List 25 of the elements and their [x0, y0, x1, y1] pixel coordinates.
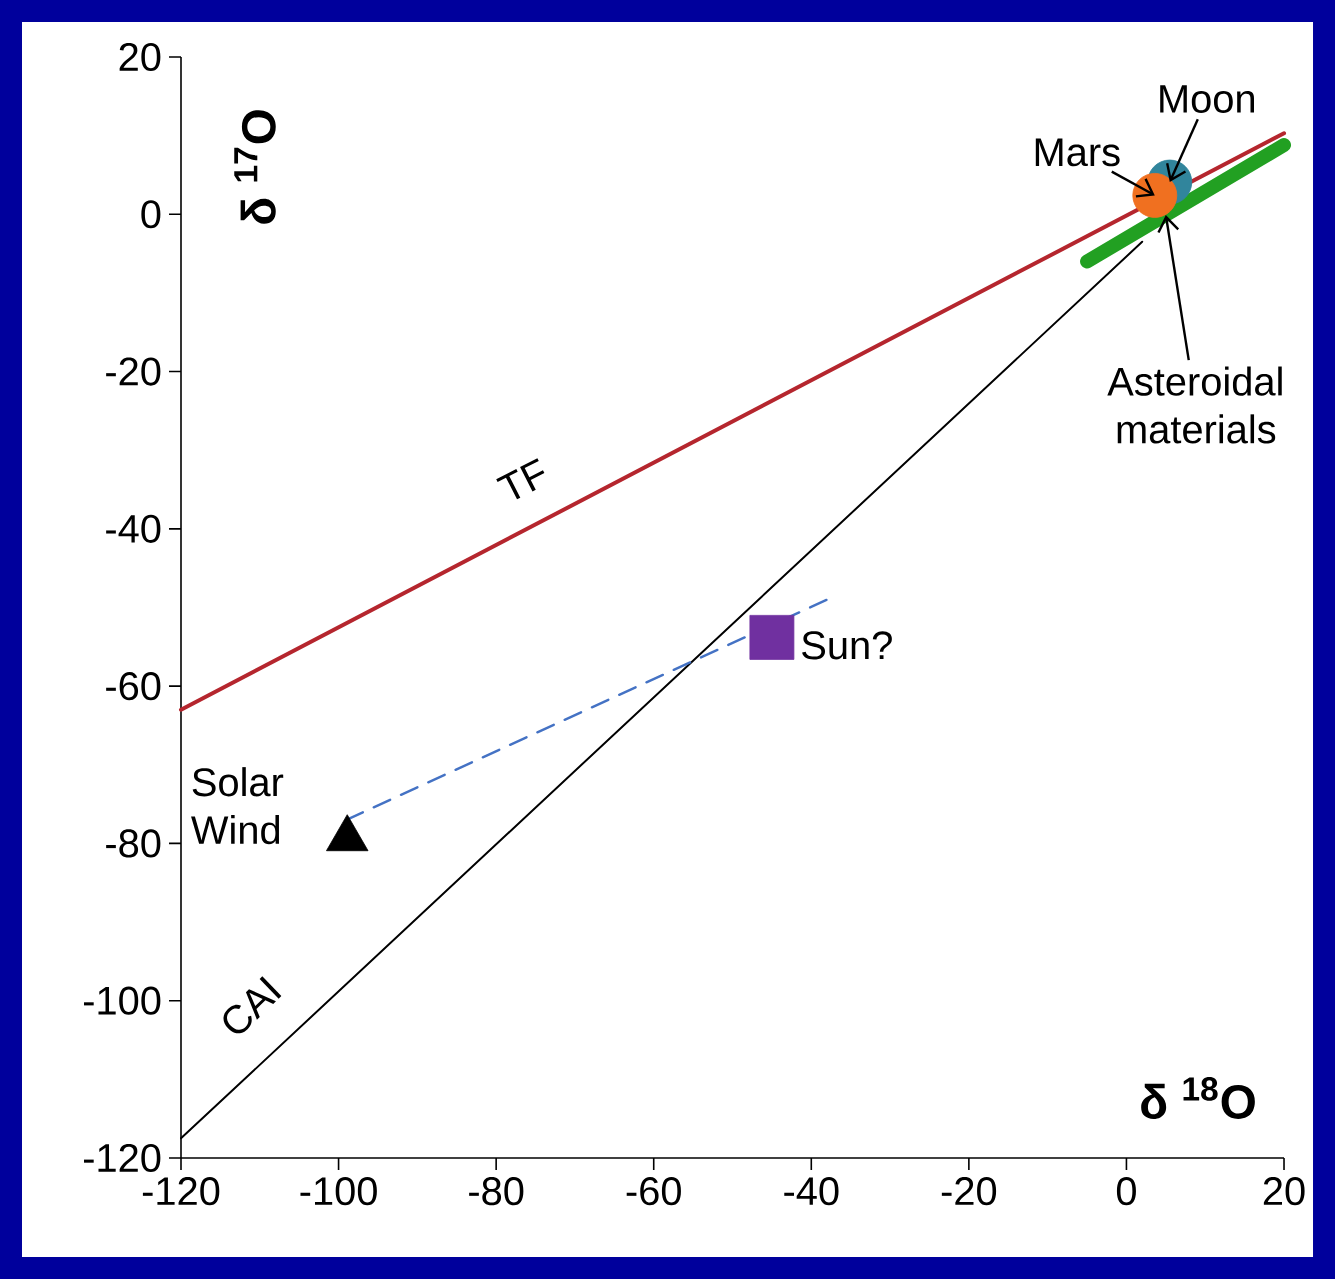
y-tick-label: 0 [141, 200, 161, 229]
x-tick-label: -40 [784, 1177, 839, 1206]
annotation: Moon [1160, 85, 1254, 113]
x-tick-label: -80 [469, 1177, 524, 1206]
annotation: Mars [1035, 138, 1120, 167]
y-tick-label: 20 [119, 42, 161, 72]
annotation: Solar Wind [191, 767, 284, 845]
annotation: Sun? [802, 631, 892, 660]
y-tick-label: -100 [83, 986, 161, 1015]
annotation: Asteroidal materials [1107, 366, 1282, 444]
x-tick-label: -120 [142, 1177, 220, 1206]
y-tick-label: -120 [83, 1143, 161, 1173]
x-tick-label: 0 [1116, 1177, 1136, 1206]
annotation: CAI [223, 976, 282, 1034]
y-axis-title: δ $^{17}$O [234, 110, 276, 224]
x-tick-label: -100 [300, 1177, 377, 1206]
annotation: TF [496, 458, 545, 500]
x-tick-label: -60 [626, 1177, 681, 1206]
x-tick-label: 20 [1263, 1177, 1305, 1206]
y-tick-label: -20 [106, 357, 161, 386]
y-tick-label: -40 [106, 514, 161, 543]
x-axis-title: δ $^{18}$O [1141, 1077, 1255, 1119]
y-tick-label: -80 [106, 829, 161, 858]
y-tick-label: -60 [106, 672, 161, 701]
x-tick-label: -20 [941, 1177, 997, 1206]
